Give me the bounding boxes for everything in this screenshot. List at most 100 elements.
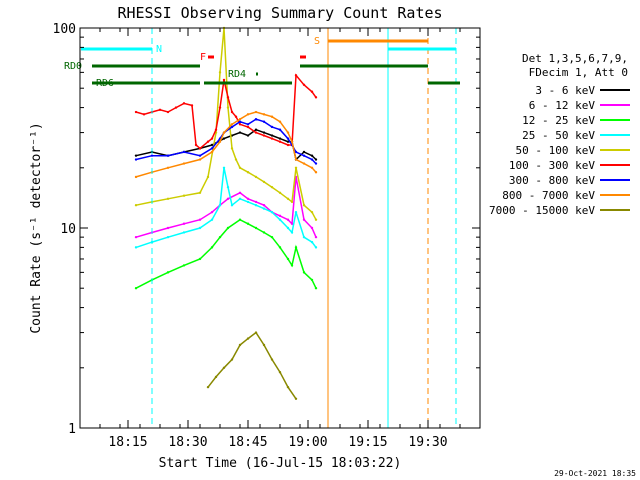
series-point <box>226 185 230 189</box>
y-tick-label: 100 <box>53 22 76 37</box>
series-point <box>246 337 250 340</box>
series-point <box>262 120 266 123</box>
series-point <box>294 397 298 400</box>
x-tick-label: 18:30 <box>168 435 207 450</box>
y-tick-label: 1 <box>68 422 76 437</box>
series-point <box>206 140 210 143</box>
series-line-5 <box>135 27 317 221</box>
series-point <box>294 210 298 214</box>
series-point <box>254 331 258 334</box>
series-point <box>134 204 138 207</box>
series-point <box>314 218 318 221</box>
series-point <box>218 71 222 74</box>
series-layer <box>134 26 318 400</box>
series-point <box>182 222 186 225</box>
series-point <box>238 117 242 121</box>
state-label-rd0: RD0 <box>64 61 82 72</box>
series-point <box>166 110 170 114</box>
series-point <box>158 108 162 111</box>
series-point <box>310 240 314 244</box>
state-label-rd6: RD6 <box>96 78 114 89</box>
series-point <box>210 218 214 221</box>
series-point <box>214 375 218 379</box>
legend-entry-label: 7000 - 15000 keV <box>489 204 595 217</box>
series-point <box>198 158 202 161</box>
series-point <box>246 171 250 174</box>
series-point <box>230 125 234 129</box>
series-point <box>286 197 290 200</box>
series-point <box>254 200 258 204</box>
series-point <box>222 78 226 82</box>
series-point <box>286 385 290 389</box>
series-point <box>314 246 318 249</box>
series-point <box>294 246 298 249</box>
series-point <box>238 131 242 134</box>
series-point <box>310 278 314 282</box>
series-point <box>254 131 258 134</box>
series-point <box>222 131 226 134</box>
series-point <box>198 218 202 221</box>
series-point <box>302 150 306 154</box>
axes: 1 10 100 18:15 18:30 18:45 19:00 19:15 19:30 <box>53 22 481 450</box>
series-point <box>254 110 258 114</box>
legend-entry-label: 100 - 300 keV <box>509 159 595 172</box>
series-point <box>218 235 222 239</box>
series-point <box>150 154 154 157</box>
legend-header-line: Det 1,3,5,6,7,9, <box>522 52 628 65</box>
series-point <box>270 134 274 137</box>
series-point <box>198 147 202 150</box>
series-point <box>286 257 290 261</box>
series-point <box>206 385 210 389</box>
legend-entry-label: 6 - 12 keV <box>529 99 596 112</box>
series-point <box>234 115 238 118</box>
legend-entry-label: 300 - 800 keV <box>509 174 595 187</box>
series-point <box>134 246 138 249</box>
series-point <box>166 271 170 274</box>
series-point <box>270 125 274 129</box>
series-point <box>238 120 242 123</box>
series-point <box>218 140 222 143</box>
series-point <box>206 175 210 179</box>
series-point <box>262 343 266 347</box>
series-line-3 <box>135 218 317 289</box>
x-tick-label: 19:00 <box>288 435 327 450</box>
series-point <box>194 143 198 147</box>
series-point <box>166 166 170 169</box>
series-point <box>210 137 214 140</box>
x-tick-label: 19:30 <box>408 435 447 450</box>
series-point <box>234 158 238 161</box>
series-line-2 <box>135 176 317 238</box>
series-point <box>190 104 194 107</box>
y-axis-label: Count Rate (s⁻¹ detector⁻¹) <box>29 122 44 333</box>
series-point <box>246 222 250 225</box>
series-point <box>218 106 222 109</box>
legend-entry-label: 12 - 25 keV <box>522 114 595 127</box>
annotation-layer: N F S RD0 RD6 RD4 <box>64 28 460 428</box>
series-point <box>294 158 298 161</box>
series-point <box>182 162 186 165</box>
series-point <box>226 106 230 109</box>
legend-entry-label: 3 - 6 keV <box>535 84 595 97</box>
series-point <box>230 110 234 114</box>
series-point <box>230 147 234 150</box>
series-point <box>262 113 266 116</box>
series-point <box>286 137 290 140</box>
series-point <box>238 191 242 194</box>
series-point <box>270 115 274 118</box>
x-tick-label: 18:45 <box>228 435 267 450</box>
series-point <box>210 143 214 147</box>
legend: Det 1,3,5,6,7,9,FDecim 1, Att 0 3 - 6 keV… <box>489 52 630 217</box>
series-point <box>230 123 234 126</box>
series-point <box>166 154 170 157</box>
series-point <box>134 154 138 157</box>
legend-entry-label: 50 - 100 keV <box>516 144 596 157</box>
series-point <box>290 222 294 225</box>
series-point <box>182 150 186 154</box>
series-point <box>238 343 242 347</box>
series-point <box>290 140 294 143</box>
series-point <box>262 131 266 134</box>
series-point <box>246 134 250 137</box>
series-point <box>238 166 242 169</box>
legend-entry-label: 25 - 50 keV <box>522 129 595 142</box>
series-point <box>290 200 294 204</box>
